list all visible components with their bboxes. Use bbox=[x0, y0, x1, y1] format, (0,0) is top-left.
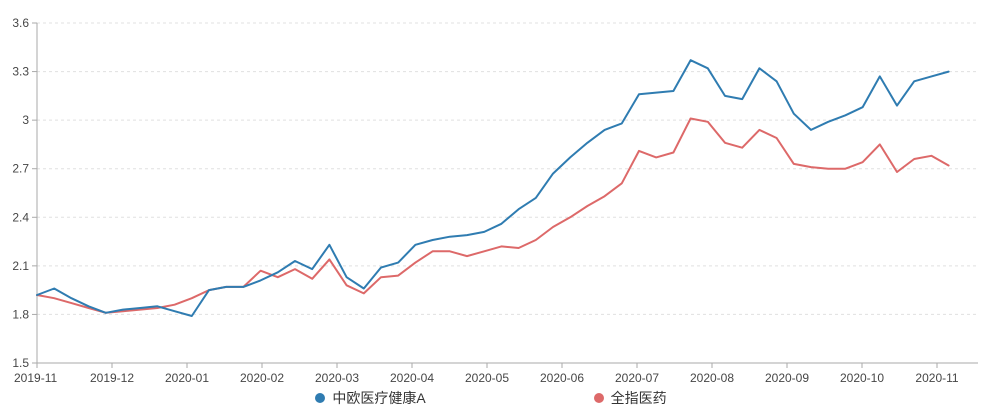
x-axis-label: 2020-10 bbox=[840, 371, 884, 385]
x-axis-label: 2020-02 bbox=[240, 371, 284, 385]
legend-dot-red-icon bbox=[593, 393, 604, 403]
legend-label-zhongou: 中欧医疗健康A bbox=[332, 390, 426, 406]
x-axis-label: 2020-04 bbox=[390, 371, 434, 385]
y-axis-label: 3.6 bbox=[12, 16, 29, 30]
legend-label-quanzhi: 全指医药 bbox=[610, 390, 667, 406]
series-line-quanzhi bbox=[36, 117, 950, 314]
x-axis-label: 2020-01 bbox=[165, 371, 209, 385]
y-axis-label: 1.5 bbox=[12, 356, 29, 370]
legend-item-quanzhi[interactable]: 全指医药 bbox=[593, 390, 667, 406]
x-axis-label: 2019-12 bbox=[90, 371, 134, 385]
y-axis-label: 1.8 bbox=[12, 307, 29, 321]
chart-legend: 中欧医疗健康A 全指医药 bbox=[0, 391, 982, 405]
y-axis-label: 2.7 bbox=[12, 162, 29, 176]
x-axis-label: 2020-06 bbox=[540, 371, 584, 385]
x-axis-label: 2020-11 bbox=[915, 371, 958, 385]
x-axis-label: 2020-09 bbox=[765, 371, 809, 385]
legend-item-zhongou[interactable]: 中欧医疗健康A bbox=[315, 390, 426, 406]
y-axis-label: 3.3 bbox=[12, 65, 29, 79]
series-line-zhongou bbox=[36, 59, 950, 317]
x-axis-label: 2020-08 bbox=[690, 371, 734, 385]
x-axis-label: 2020-07 bbox=[615, 371, 659, 385]
y-axis-label: 2.4 bbox=[12, 210, 29, 224]
y-axis-label: 2.1 bbox=[12, 259, 29, 273]
x-axis-label: 2020-03 bbox=[315, 371, 359, 385]
y-axis-label: 3 bbox=[22, 113, 29, 127]
x-axis-label: 2019-11 bbox=[14, 371, 57, 385]
legend-dot-blue-icon bbox=[315, 393, 326, 403]
x-axis-label: 2020-05 bbox=[465, 371, 509, 385]
